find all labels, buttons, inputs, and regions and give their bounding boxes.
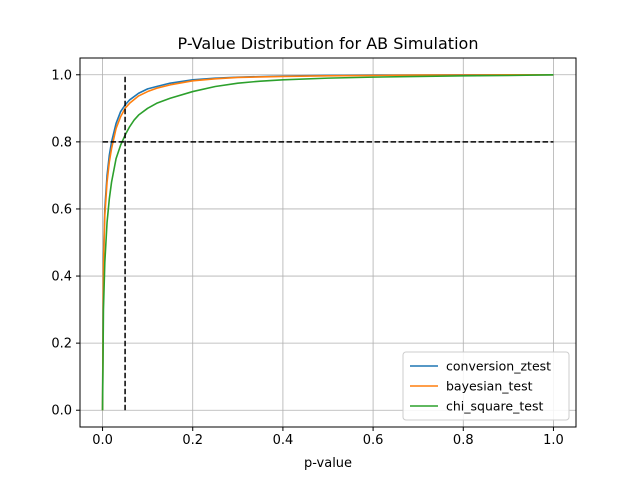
y-tick-label: 1.0 xyxy=(51,68,72,83)
plot-area-frame xyxy=(79,57,577,428)
x-tick-label: 1.0 xyxy=(543,433,564,448)
chart-title: P-Value Distribution for AB Simulation xyxy=(178,34,479,53)
legend-frame xyxy=(402,351,570,421)
y-tick-label: 0.2 xyxy=(51,337,72,352)
y-tick-label: 0.0 xyxy=(51,404,72,419)
x-tick-label: 0.2 xyxy=(182,433,203,448)
x-tick-label: 0.0 xyxy=(92,433,113,448)
y-tick-label: 0.6 xyxy=(51,202,72,217)
x-tick-label: 0.4 xyxy=(273,433,294,448)
legend-label-chi_square_test: chi_square_test xyxy=(446,399,543,414)
series-line-bayesian_test xyxy=(101,73,554,411)
legend: conversion_ztest bayesian_test chi_square_… xyxy=(402,351,570,421)
series-lines xyxy=(101,73,554,411)
legend-label-conversion_ztest: conversion_ztest xyxy=(446,359,551,374)
y-tick-label: 0.8 xyxy=(51,135,72,150)
legend-label-bayesian_test: bayesian_test xyxy=(446,379,533,394)
x-axis-label: p-value xyxy=(304,456,352,471)
x-tick-label: 0.8 xyxy=(453,433,474,448)
axis-ticks: 0.0 0.2 0.4 0.6 0.8 1.0 0.0 0.2 0.4 0.6 0.8 1.0 xyxy=(51,68,563,448)
series-line-chi_square_test xyxy=(101,73,554,411)
y-tick-label: 0.4 xyxy=(51,270,72,285)
reference-lines xyxy=(102,74,554,411)
x-tick-label: 0.6 xyxy=(363,433,384,448)
